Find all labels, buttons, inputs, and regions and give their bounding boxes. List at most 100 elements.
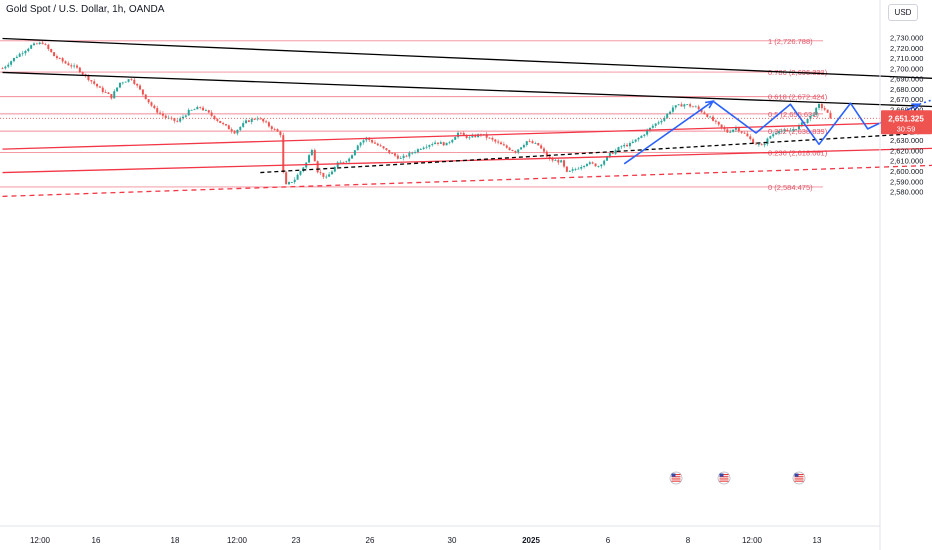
candle: [448, 140, 451, 145]
candle-body: [726, 129, 729, 133]
candle: [33, 42, 36, 46]
y-tick-label: 2,680.000: [890, 85, 923, 94]
candle-body: [270, 126, 273, 130]
currency-button[interactable]: USD: [888, 4, 918, 21]
candle-body: [588, 162, 591, 164]
candle-body: [239, 126, 242, 130]
candle: [520, 147, 523, 150]
y-tick-label: 2,720.000: [890, 44, 923, 53]
event-icons[interactable]: [669, 471, 806, 485]
candle: [279, 130, 282, 138]
candle-body: [282, 135, 285, 173]
candle: [769, 135, 772, 140]
candle-body: [207, 110, 210, 113]
candle: [597, 165, 600, 168]
candle-body: [273, 129, 276, 130]
candle: [308, 153, 311, 163]
drawings[interactable]: [0, 37, 932, 198]
x-tick-label: 8: [686, 536, 691, 545]
candle: [643, 133, 646, 138]
candle: [136, 83, 139, 88]
candle-body: [686, 104, 689, 106]
candle-body: [233, 131, 236, 134]
candle-body: [184, 115, 187, 117]
candle: [110, 93, 113, 100]
candle-body: [517, 149, 520, 153]
us-flag-icon[interactable]: [717, 471, 731, 485]
candle-body: [139, 85, 142, 90]
flag-stripe: [671, 476, 681, 478]
candle-body: [84, 74, 87, 76]
flag-canton: [719, 473, 724, 477]
candle-body: [310, 149, 313, 156]
candle-body: [176, 120, 179, 122]
candle-body: [431, 144, 434, 146]
candle-body: [637, 137, 640, 140]
candle-body: [290, 182, 293, 183]
candle-body: [712, 116, 715, 121]
candle: [706, 113, 709, 118]
candle-body: [385, 148, 388, 150]
candle: [694, 105, 697, 108]
candle-body: [522, 145, 525, 148]
candle-body: [537, 143, 540, 146]
candle-body: [740, 131, 743, 133]
candle: [557, 158, 560, 166]
candle: [265, 119, 268, 124]
candle: [780, 128, 783, 133]
candle-body: [749, 136, 752, 140]
candle-body: [121, 82, 124, 84]
candle: [525, 140, 528, 147]
candle-body: [373, 142, 376, 144]
channel-line[interactable]: [2, 143, 932, 174]
candle: [156, 105, 159, 115]
candle-body: [133, 79, 136, 84]
fibonacci-retracement[interactable]: 1 (2,726.788)0.786 (2,696.333)0.618 (2,6…: [0, 37, 828, 192]
candle-body: [434, 142, 437, 145]
candle-body: [124, 81, 127, 83]
candle: [777, 130, 780, 136]
candle-body: [394, 153, 397, 156]
candle: [245, 118, 248, 125]
flag-stripe: [719, 474, 729, 476]
support-trend-line[interactable]: [260, 123, 932, 174]
candle-body: [81, 72, 84, 75]
candle: [436, 142, 439, 146]
us-flag-icon[interactable]: [792, 471, 806, 485]
resistance-trend-line[interactable]: [2, 71, 932, 108]
candle-body: [73, 65, 76, 67]
candle-body: [199, 106, 202, 108]
candle: [319, 169, 322, 176]
candle-body: [508, 147, 511, 151]
resistance-trend-line[interactable]: [2, 37, 932, 86]
candle-body: [10, 61, 13, 65]
candle: [61, 57, 64, 64]
candle-body: [96, 83, 99, 87]
candle-body: [98, 86, 101, 88]
x-tick-label: 18: [171, 536, 180, 545]
forecast-path[interactable]: [623, 100, 920, 165]
flag-stripe: [671, 478, 681, 480]
fib-level-label: 0.236 (2,618.061): [768, 148, 828, 157]
candle: [359, 141, 362, 148]
candle: [139, 83, 142, 91]
forecast-arrowhead: [704, 100, 715, 109]
candle-body: [250, 118, 253, 122]
us-flag-icon[interactable]: [669, 471, 683, 485]
candle-body: [465, 135, 468, 139]
candle: [709, 115, 712, 118]
candle-body: [706, 114, 709, 118]
candle-body: [732, 129, 735, 132]
channel-line[interactable]: [2, 119, 932, 150]
candle: [41, 40, 44, 45]
candle-body: [90, 80, 93, 82]
x-tick-label: 6: [606, 536, 611, 545]
candle-body: [511, 150, 514, 152]
candle-body: [789, 130, 792, 132]
candle-body: [823, 108, 826, 110]
channel-line[interactable]: [2, 158, 932, 198]
candle: [10, 60, 13, 67]
candle: [270, 125, 273, 132]
candle-body: [27, 48, 30, 51]
